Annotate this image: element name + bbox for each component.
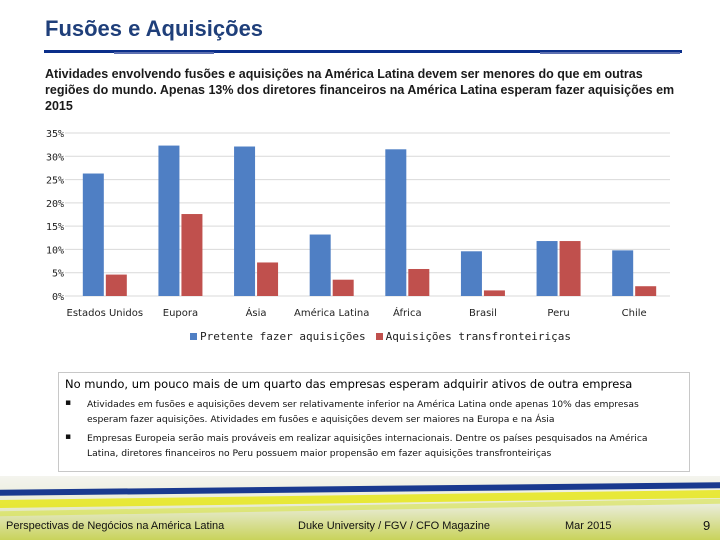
notes-box: No mundo, um pouco mais de um quarto das…	[58, 372, 690, 472]
chart-legend: Pretente fazer aquisições Aquisições tra…	[190, 330, 571, 343]
bar-pretende-4	[385, 149, 407, 296]
note-bullet-text: Empresas Europeia serão mais prováveis e…	[87, 433, 648, 459]
legend-item-series2: Aquisições transfronteiriças	[375, 330, 572, 343]
x-tick-label: América Latina	[294, 307, 369, 319]
y-tick-label: 15%	[46, 222, 64, 233]
x-tick-label: Ásia	[246, 306, 267, 319]
bar-chart: 0% 5% 10% 15% 20% 25% 30% 35% Estados Unidos Eupo…	[46, 129, 670, 319]
page-number: 9	[703, 518, 711, 533]
footer-title: Perspectivas de Negócios na América Lati…	[6, 520, 225, 532]
y-tick-label: 20%	[46, 199, 64, 210]
bar-pretende-1	[158, 145, 180, 296]
bullet-icon: ▪	[65, 398, 72, 408]
x-tick-label: Brasil	[469, 308, 497, 319]
bar-pretende-0	[82, 173, 104, 296]
bar-transfronteiricas-2	[257, 262, 279, 296]
legend-swatch-series2	[375, 333, 383, 340]
bar-transfronteiricas-1	[181, 214, 203, 296]
footer-source: Duke University / FGV / CFO Magazine	[298, 520, 490, 532]
x-tick-label: Estados Unidos	[67, 308, 144, 319]
legend-label-series2: Aquisições transfronteiriças	[385, 330, 572, 343]
bar-transfronteiricas-3	[332, 279, 354, 296]
y-tick-label: 10%	[46, 245, 64, 256]
slide-title: Fusões e Aquisições	[45, 16, 264, 41]
legend-item-series1: Pretente fazer aquisições	[190, 330, 366, 343]
bar-transfronteiricas-6	[559, 241, 581, 296]
y-tick-label: 35%	[46, 129, 64, 140]
title-underline	[44, 50, 682, 53]
bar-pretende-2	[234, 146, 256, 296]
y-tick-label: 25%	[46, 176, 64, 187]
x-tick-label: Chile	[622, 308, 647, 319]
legend-swatch-series1	[190, 333, 197, 340]
bar-pretende-7	[612, 250, 634, 296]
x-tick-label: Peru	[547, 308, 569, 319]
bar-pretende-6	[536, 241, 558, 296]
y-tick-label: 30%	[46, 152, 64, 163]
slide-subtitle: Atividades envolvendo fusões e aquisiçõe…	[45, 67, 675, 113]
notes-heading: No mundo, um pouco mais de um quarto das…	[65, 377, 633, 391]
x-tick-label: África	[393, 306, 422, 319]
title-underline-accent-right	[540, 52, 680, 54]
bar-transfronteiricas-0	[105, 274, 127, 296]
bar-transfronteiricas-4	[408, 268, 430, 296]
footer-date: Mar 2015	[565, 520, 612, 532]
title-underline-accent	[114, 52, 214, 54]
note-bullet-text: Atividades em fusões e aquisições devem …	[87, 399, 639, 425]
y-tick-label: 5%	[52, 269, 64, 280]
bar-pretende-5	[460, 251, 482, 296]
x-tick-label: Eupora	[163, 308, 198, 319]
legend-label-series1: Pretente fazer aquisições	[200, 330, 366, 343]
bullet-icon: ▪	[65, 432, 72, 442]
bar-pretende-3	[309, 234, 331, 296]
y-tick-label: 0%	[52, 292, 64, 303]
bar-transfronteiricas-7	[635, 286, 657, 296]
bar-transfronteiricas-5	[483, 290, 505, 296]
